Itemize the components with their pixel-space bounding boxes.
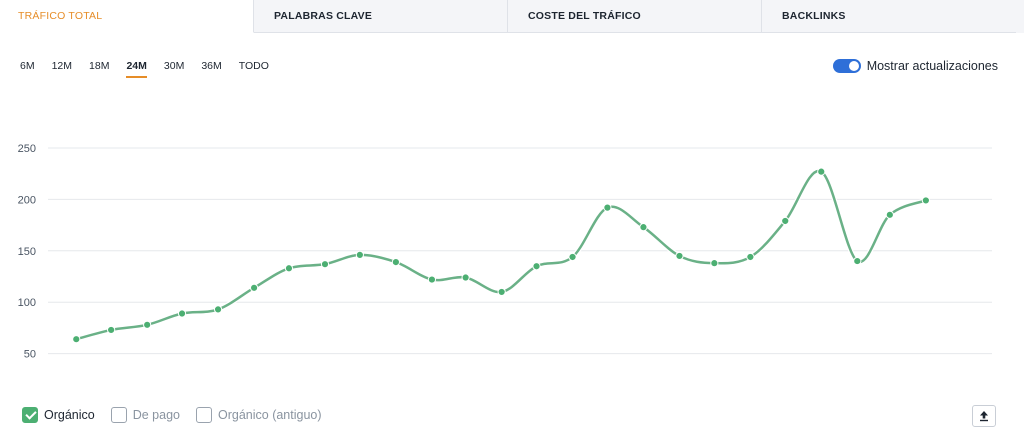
y-tick-label: 50 xyxy=(24,349,36,361)
updates-control: Mostrar actualizaciones xyxy=(832,59,998,73)
range-18m[interactable]: 18M xyxy=(89,60,110,72)
legend-organico-label: Orgánico xyxy=(44,408,95,422)
data-point xyxy=(143,320,152,329)
traffic-line-chart: 050100150200250 May 2023Jul 2023Sep 2023… xyxy=(18,143,992,361)
updates-toggle[interactable] xyxy=(832,59,861,73)
range-6m[interactable]: 6M xyxy=(20,60,35,72)
data-point xyxy=(213,305,223,314)
y-tick-label: 100 xyxy=(18,297,36,309)
range-12m[interactable]: 12M xyxy=(51,60,73,72)
range-todo[interactable]: TODO xyxy=(238,60,269,72)
tab-coste-del-trafico[interactable]: COSTE DEL TRÁFICO xyxy=(508,0,762,33)
data-point xyxy=(355,250,364,260)
data-point xyxy=(532,262,541,271)
data-point xyxy=(853,256,862,266)
data-point xyxy=(427,275,437,284)
legend-organico-antiguo[interactable]: Orgánico (antiguo) xyxy=(196,407,322,423)
data-point xyxy=(107,325,116,335)
data-point xyxy=(320,260,330,269)
legend-organico-checkbox[interactable] xyxy=(22,407,38,423)
range-30m[interactable]: 30M xyxy=(163,60,185,72)
legend-organico-antiguo-label: Orgánico (antiguo) xyxy=(218,408,322,422)
data-point xyxy=(710,259,719,268)
data-point xyxy=(391,258,400,267)
tab-backlinks[interactable]: BACKLINKS xyxy=(762,0,1016,33)
data-point xyxy=(568,252,577,262)
data-point xyxy=(781,216,790,226)
legend-organico-antiguo-checkbox[interactable] xyxy=(196,407,212,423)
data-point xyxy=(461,273,470,282)
series-legend: Orgánico De pago Orgánico (antiguo) xyxy=(22,407,338,423)
legend-de-pago[interactable]: De pago xyxy=(110,407,180,423)
data-point xyxy=(497,287,506,297)
data-point xyxy=(817,167,826,176)
data-point xyxy=(284,264,294,273)
range-selector: 6M 12M 18M 24M 30M 36M TODO xyxy=(20,60,286,84)
data-point xyxy=(885,210,894,219)
data-point xyxy=(639,223,648,232)
data-point xyxy=(603,203,612,212)
y-tick-label: 250 xyxy=(18,143,36,155)
y-tick-label: 150 xyxy=(18,246,36,258)
tab-trafico-total[interactable]: TRÁFICO TOTAL xyxy=(0,0,254,33)
tab-bar: TRÁFICO TOTAL PALABRAS CLAVE COSTE DEL T… xyxy=(0,0,1024,33)
data-point xyxy=(177,309,187,318)
legend-de-pago-label: De pago xyxy=(132,408,180,422)
data-point xyxy=(675,251,684,261)
chart-panel: 6M 12M 18M 24M 30M 36M TODO Mostrar actu… xyxy=(0,33,1024,442)
data-point xyxy=(921,196,930,205)
data-point xyxy=(746,252,755,262)
export-button[interactable] xyxy=(972,405,996,427)
data-point xyxy=(249,283,259,292)
tab-palabras-clave[interactable]: PALABRAS CLAVE xyxy=(254,0,508,33)
range-36m[interactable]: 36M xyxy=(201,60,222,72)
data-point xyxy=(72,335,81,344)
range-24m[interactable]: 24M xyxy=(126,60,148,84)
upload-icon xyxy=(980,411,988,422)
legend-organico[interactable]: Orgánico xyxy=(22,407,95,423)
y-tick-label: 200 xyxy=(18,194,36,206)
legend-de-pago-checkbox[interactable] xyxy=(110,407,127,423)
updates-toggle-label: Mostrar actualizaciones xyxy=(866,59,998,73)
